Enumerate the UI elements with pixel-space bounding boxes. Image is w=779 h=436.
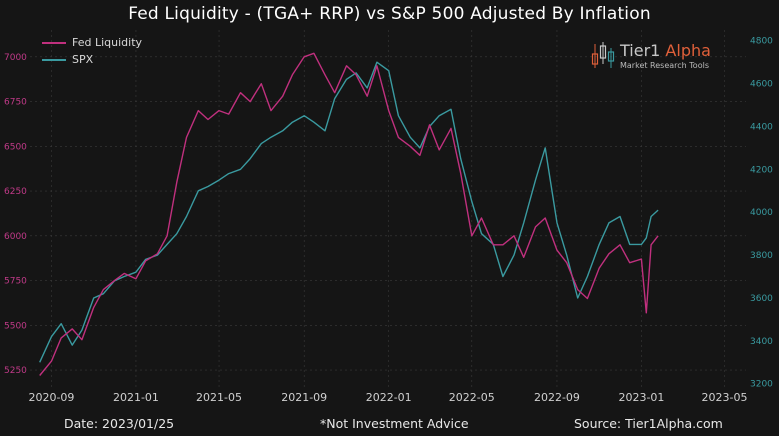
footer-source: Source: Tier1Alpha.com [574,416,723,431]
left-y-tick-label: 7000 [4,53,27,63]
x-tick-label: 2021-05 [196,391,242,404]
right-y-tick-label: 3400 [750,337,773,347]
right-y-tick-label: 4800 [750,37,773,47]
right-y-tick-label: 3600 [750,294,773,304]
series-line-fed-liquidity [39,52,659,376]
legend: Fed Liquidity SPX [42,34,142,68]
legend-item-fed-liquidity: Fed Liquidity [42,34,142,51]
left-y-tick-label: 6000 [4,232,27,242]
series-line-spx [39,61,659,363]
left-y-tick-label: 6750 [4,98,27,108]
left-y-tick-label: 6500 [4,142,27,152]
right-y-tick-label: 4200 [750,165,773,175]
logo-name: Tier1 [620,41,661,60]
footer-date: Date: 2023/01/25 [64,416,175,431]
x-tick-label: 2021-09 [281,391,327,404]
legend-swatch-fed-liquidity [42,41,66,44]
x-tick-label: 2021-01 [113,391,159,404]
legend-swatch-spx [42,58,66,61]
x-tick-label: 2023-01 [618,391,664,404]
x-tick-label: 2022-01 [366,391,412,404]
tier1-alpha-logo: Tier1 Alpha Market Research Tools [590,42,711,70]
left-y-tick-label: 5250 [4,366,27,376]
candlestick-logo-icon [591,42,615,68]
right-y-tick-label: 4400 [750,122,773,132]
footer-disclaimer: *Not Investment Advice [320,416,469,431]
chart-title: Fed Liquidity - (TGA+ RRP) vs S&P 500 Ad… [128,4,651,24]
logo-text: Tier1 Alpha Market Research Tools [620,41,711,71]
legend-label-fed-liquidity: Fed Liquidity [72,36,143,49]
logo-tagline: Market Research Tools [620,61,709,70]
left-y-tick-label: 5500 [4,321,27,331]
right-y-tick-label: 3200 [750,380,773,390]
x-tick-label: 2022-05 [449,391,495,404]
x-tick-label: 2022-09 [534,391,580,404]
left-y-tick-label: 5750 [4,277,27,287]
legend-item-spx: SPX [42,51,142,68]
left-y-tick-label: 6250 [4,187,27,197]
right-y-tick-label: 4000 [750,208,773,218]
right-y-tick-label: 3800 [750,251,773,261]
x-tick-label: 2020-09 [28,391,74,404]
legend-label-spx: SPX [72,53,94,66]
logo-accent: Alpha [665,41,711,60]
x-tick-label: 2023-05 [702,391,748,404]
right-y-tick-label: 4600 [750,80,773,90]
